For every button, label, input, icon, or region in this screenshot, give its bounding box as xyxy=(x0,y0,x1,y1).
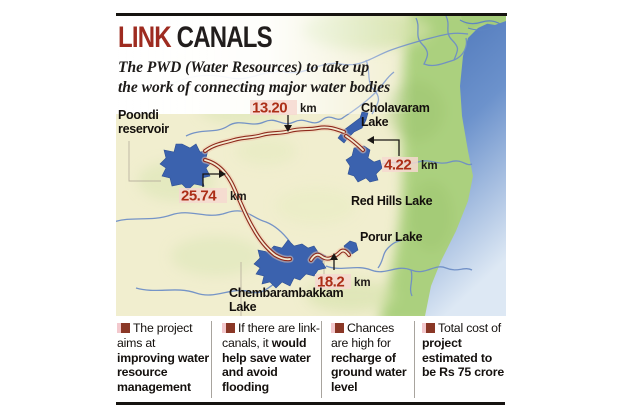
distance-unit: km xyxy=(354,277,371,289)
bullet-project-aim: The project aims at improving water reso… xyxy=(117,321,209,395)
top-rule xyxy=(116,13,507,16)
arrow-4-22 xyxy=(367,136,400,156)
bullet-total-cost: Total cost of project estimated to be Rs… xyxy=(414,321,507,398)
lake-red-hills xyxy=(345,145,383,183)
canal-poondi-cholavaram xyxy=(201,123,348,155)
svg-text:Lake: Lake xyxy=(229,300,257,314)
bullet-square-icon xyxy=(422,323,435,333)
arrow-18-2 xyxy=(330,253,338,270)
distance-poondi-cholavaram: 13.20 xyxy=(252,100,287,117)
key-points: The project aims at improving water reso… xyxy=(116,321,507,398)
label-chembarambakkam: Chembarambakkam xyxy=(229,286,343,300)
distance-unit: km xyxy=(230,191,247,203)
canals xyxy=(201,123,367,264)
bullet-ground-water: Chances are high for recharge of ground … xyxy=(321,321,414,398)
bullet-link-canals: If there are link-canals, it would help … xyxy=(211,321,321,398)
canal-poondi-chembarambakkam xyxy=(201,156,294,263)
distance-chembarambakkam-porur: 18.2 xyxy=(317,274,344,291)
canal-chembarambakkam-porur xyxy=(307,247,353,264)
estuary xyxy=(459,16,506,31)
label-cholavaram: Cholavaram xyxy=(361,101,430,115)
canal-map: 13.20 km 4.22 km 25.74 km 18.2 km Poondi… xyxy=(116,16,506,316)
link-canals-infographic: 13.20 km 4.22 km 25.74 km 18.2 km Poondi… xyxy=(116,13,507,405)
arrow-25-74 xyxy=(202,170,226,187)
arrows xyxy=(202,115,400,270)
label-red-hills: Red Hills Lake xyxy=(351,194,433,208)
sea xyxy=(425,16,506,316)
distance-labels: 13.20 km 4.22 km 25.74 km 18.2 km xyxy=(179,100,438,291)
canal-cholavaram-red-hills xyxy=(342,132,367,154)
title-backdrop xyxy=(116,16,416,114)
label-porur: Porur Lake xyxy=(360,230,423,244)
bullet-square-icon xyxy=(331,323,344,333)
bullet-square-icon xyxy=(117,323,130,333)
svg-text:Lake: Lake xyxy=(361,115,389,129)
arrow-13-20 xyxy=(284,115,292,132)
bottom-rule xyxy=(116,402,505,405)
map-area: 13.20 km 4.22 km 25.74 km 18.2 km Poondi… xyxy=(116,16,506,316)
distance-poondi-chembarambakkam: 25.74 xyxy=(181,188,217,205)
label-poondi: Poondi xyxy=(118,108,159,122)
bullet-square-icon xyxy=(222,323,235,333)
distance-unit: km xyxy=(421,160,438,172)
svg-text:reservoir: reservoir xyxy=(118,122,169,136)
distance-cholavaram-red-hills: 4.22 xyxy=(384,157,411,174)
place-labels: Poondi reservoir Cholavaram Lake Red Hil… xyxy=(118,101,433,314)
distance-unit: km xyxy=(300,103,317,115)
lakes xyxy=(159,111,383,289)
